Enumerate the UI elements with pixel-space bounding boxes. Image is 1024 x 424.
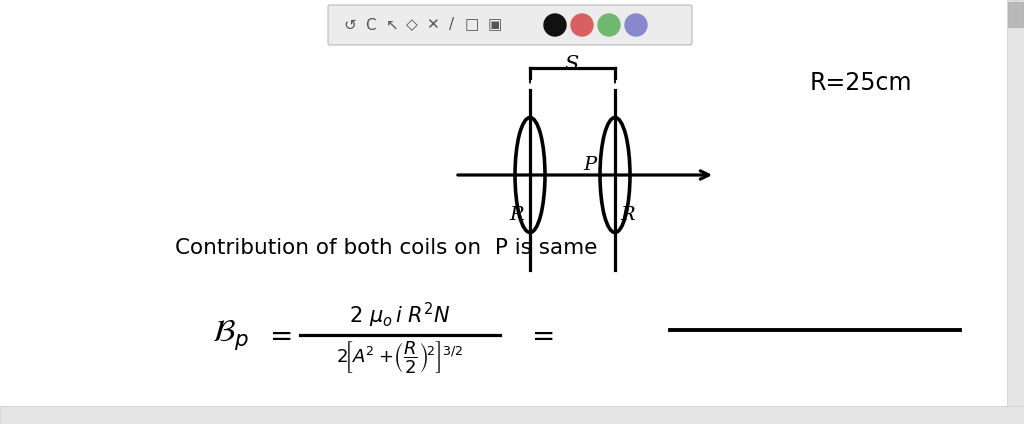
Text: ↺: ↺: [344, 17, 356, 33]
Text: C: C: [365, 17, 376, 33]
Circle shape: [544, 14, 566, 36]
Text: $\mathcal{B}_p$: $\mathcal{B}_p$: [212, 318, 249, 352]
Circle shape: [571, 14, 593, 36]
Text: R=25cm: R=25cm: [810, 71, 912, 95]
Text: ✕: ✕: [426, 17, 438, 33]
Text: $=$: $=$: [526, 321, 554, 349]
Bar: [1008, 2, 1023, 27]
Circle shape: [598, 14, 620, 36]
Text: ◇: ◇: [407, 17, 418, 33]
Bar: [1007, 0, 1024, 424]
Text: R: R: [510, 206, 524, 224]
Text: □: □: [465, 17, 479, 33]
FancyBboxPatch shape: [328, 5, 692, 45]
Text: /: /: [450, 17, 455, 33]
Text: $=$: $=$: [264, 321, 292, 349]
Text: S: S: [565, 56, 580, 75]
Text: Contribution of both coils on  P is same: Contribution of both coils on P is same: [175, 238, 597, 258]
Bar: [0, 406, 1024, 424]
Text: P: P: [584, 156, 597, 174]
Circle shape: [625, 14, 647, 36]
Text: $2\!\left[A^2 + \!\left(\dfrac{R}{2}\right)^{\!2}\right]^{3/2}$: $2\!\left[A^2 + \!\left(\dfrac{R}{2}\rig…: [336, 339, 464, 375]
Text: $2\ \mu_o\, i\ R^2 N$: $2\ \mu_o\, i\ R^2 N$: [349, 300, 451, 329]
Text: ↖: ↖: [386, 17, 398, 33]
Text: R: R: [621, 206, 635, 224]
Text: ▣: ▣: [487, 17, 502, 33]
